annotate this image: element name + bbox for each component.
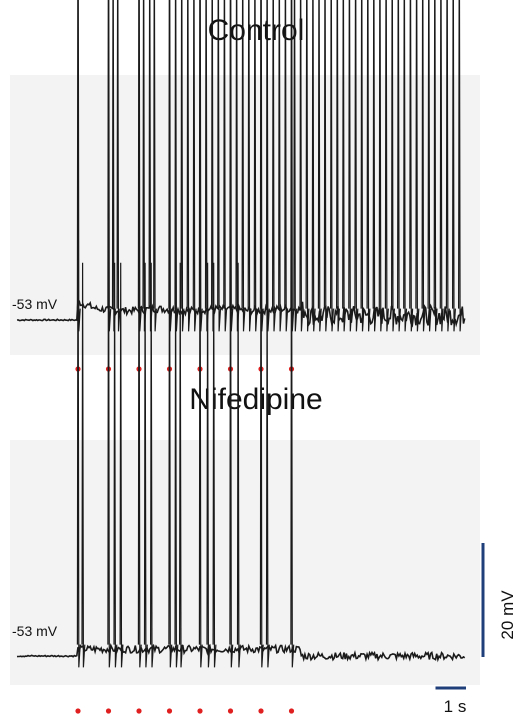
action-potential-spike [259,0,264,332]
action-potential-spike [445,0,450,332]
membrane-potential-trace [16,297,466,328]
action-potential-spike [217,0,222,332]
stimulus-marker [197,708,203,714]
membrane-potential-trace [16,642,466,663]
horizontal-scale-label: 1 s [444,697,467,716]
action-potential-spike [452,0,456,332]
action-potential-spike [137,0,142,332]
action-potential-spike [150,262,154,668]
stimulus-marker [75,708,81,714]
action-potential-spike [168,0,173,332]
action-potential-spike [119,262,124,668]
action-potential-spike [236,262,241,668]
stimulus-marker [288,708,295,714]
action-potential-spike [168,148,173,668]
action-potential-spike [323,0,328,332]
action-potential-spike [299,0,304,332]
action-potential-spike [284,0,289,332]
action-potential-spike [360,0,365,332]
action-potential-spike [384,0,389,332]
action-potential-spike [427,0,432,332]
action-potential-spike [458,0,462,332]
control-panel: Control -53 mV [10,0,480,372]
stimulus-marker [136,708,142,714]
action-potential-spike [336,0,340,332]
action-potential-spike [206,262,211,668]
control-baseline-label: -53 mV [12,296,58,312]
nifedipine-panel: Nifedipine -53 mV [10,148,480,714]
control-title: Control [208,14,305,47]
action-potential-spike [290,0,295,332]
action-potential-spike [265,0,270,332]
action-potential-spike [229,148,234,668]
action-potential-spike [330,0,334,332]
stimulus-marker [227,708,234,714]
action-potential-spike [415,0,420,332]
action-potential-spike [179,262,183,668]
action-potential-spike [198,148,203,668]
action-potential-spike [212,262,217,668]
action-potential-spike [278,0,283,332]
control-trace [16,0,466,332]
action-potential-spike [265,262,270,668]
scale-bars: 20 mV 1 s [435,543,517,716]
action-potential-spike [198,0,203,332]
action-potential-spike [253,0,258,332]
action-potential-spike [354,0,359,332]
action-potential-spike [192,0,197,332]
action-potential-spike [180,0,185,332]
action-potential-spike [342,0,347,332]
action-potential-spike [317,0,322,332]
action-potential-spike [229,0,234,332]
action-potential-spike [391,0,395,332]
action-potential-spike [272,0,276,332]
action-potential-spike [174,0,179,332]
action-potential-spike [403,0,408,332]
action-potential-spike [409,0,414,332]
stimulus-marker [258,708,264,714]
stimulus-marker [105,708,112,714]
action-potential-spike [107,0,112,332]
action-potential-spike [366,0,371,332]
nifedipine-baseline-label: -53 mV [12,623,58,639]
action-potential-spike [76,0,81,332]
action-potential-spike [247,0,252,332]
action-potential-spike [186,0,191,332]
action-potential-spike [153,0,157,332]
action-potential-spike [305,0,310,332]
nifedipine-title: Nifedipine [189,383,322,416]
nifedipine-stimulus-markers [75,708,295,714]
action-potential-spike [241,0,246,332]
action-potential-spike [76,148,81,668]
action-potential-spike [348,0,353,332]
action-potential-spike [174,262,179,668]
action-potential-spike [293,0,298,332]
action-potential-spike [81,262,86,668]
action-potential-spike [290,148,295,668]
nifedipine-trace [16,148,466,668]
stimulus-marker [166,708,173,714]
action-potential-spike [259,148,264,668]
nifedipine-panel-background [10,440,480,685]
action-potential-spike [421,0,426,332]
action-potential-spike [378,0,383,332]
action-potential-spike [223,0,228,332]
action-potential-spike [116,0,121,332]
action-potential-spike [137,148,142,668]
vertical-scale-label: 20 mV [498,590,517,640]
action-potential-spike [439,0,444,332]
action-potential-spike [372,0,377,332]
action-potential-spike [143,262,148,668]
action-potential-spike [397,0,401,332]
action-potential-spike [433,0,438,332]
action-potential-spike [311,0,316,332]
action-potential-spike [113,262,118,668]
action-potential-spike [107,148,112,668]
